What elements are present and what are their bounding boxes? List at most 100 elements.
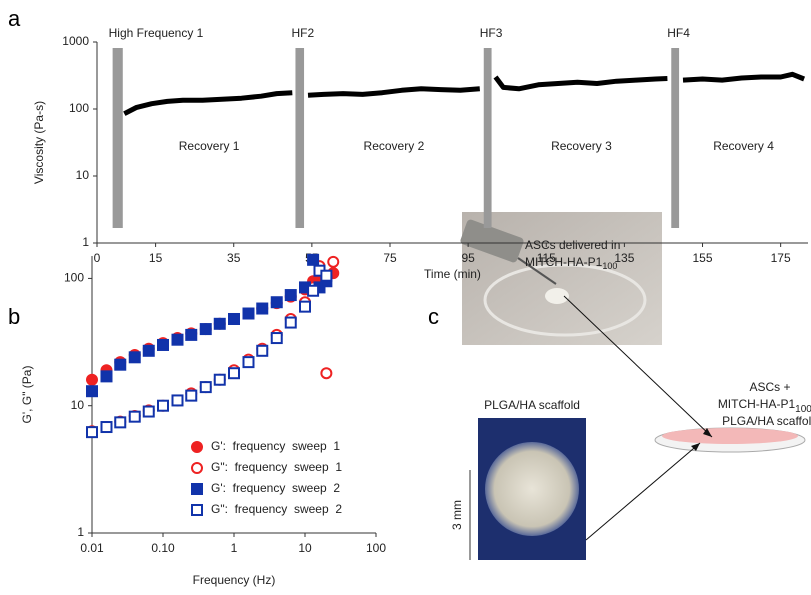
marker [270,296,283,309]
scaffold-caption: PLGA/HA scaffold [484,398,580,412]
legend-marker [191,504,203,516]
marker [128,410,141,423]
x-tick-label: 0.01 [80,541,104,555]
marker [242,307,255,320]
legend-marker [191,441,203,453]
marker [114,416,127,429]
caption-text: MITCH-HA-P1 [718,397,796,411]
y-tick-label: 10 [76,168,90,182]
marker [185,328,198,341]
legend-label: G": frequency sweep 2 [211,502,342,516]
arrow [563,295,713,438]
panel-label: a [8,6,21,31]
marker [213,317,226,330]
marker [307,253,320,266]
x-tick-label: 35 [227,251,241,265]
marker [171,394,184,407]
x-tick-label: 100 [366,541,386,555]
x-tick-label: 115 [537,251,556,265]
legend-marker [191,483,203,495]
marker [320,367,333,380]
syringe [460,219,524,263]
caption-text: PLGA/HA scaffold [722,414,811,428]
y-tick-label: 1 [82,235,89,249]
x-tick-label: 155 [693,251,713,265]
legend-label: G': frequency sweep 2 [211,481,340,495]
needle [517,257,557,285]
scaffold [485,442,579,536]
marker [228,367,240,380]
marker [86,385,98,398]
y-axis-label: G', G" (Pa) [20,366,34,424]
marker [299,300,311,313]
y-tick-label: 1 [77,525,84,539]
band-label: HF2 [291,26,314,40]
band-label: High Frequency 1 [109,26,204,40]
x-axis-label: Frequency (Hz) [193,573,276,587]
marker [142,344,155,357]
construct [662,428,798,444]
marker [185,389,198,402]
marker [270,332,283,345]
marker [256,302,269,315]
marker [114,358,127,371]
caption-subscript: 100 [795,404,811,415]
marker [327,255,340,268]
marker [128,351,141,364]
band-label: HF3 [480,26,503,40]
x-tick-label: 135 [614,251,634,265]
caption-text: ASCs delivered in [525,238,620,252]
arrow [585,442,701,541]
x-axis-label: Time (min) [424,267,481,281]
caption-text: MITCH-HA-P1 [525,255,603,269]
arrowhead [703,428,712,437]
marker [100,370,113,383]
recovery-label: Recovery 1 [179,139,240,153]
marker [307,284,320,297]
frequency-band [112,48,123,228]
marker [86,426,98,439]
x-tick-label: 0 [94,251,101,265]
caption: ASCs + [749,380,790,394]
legend-marker [191,462,203,474]
frequency-band [671,48,680,228]
legend-label: G': frequency sweep 1 [211,439,340,453]
x-tick-label: 75 [383,251,397,265]
gel-drop [545,288,569,304]
panel-c [460,212,806,560]
marker [199,381,212,394]
x-tick-label: 1 [231,541,238,555]
frequency-band [483,48,492,228]
y-axis-label: Viscosity (Pa-s) [32,101,46,184]
marker [86,373,98,386]
x-tick-label: 0.10 [151,541,175,555]
band-label: HF4 [667,26,690,40]
marker [228,312,240,325]
marker [157,399,169,412]
x-tick-label: 10 [298,541,312,555]
caption: MITCH-HA-P1100 [525,255,617,271]
caption: ASCs delivered in [525,238,620,252]
marker [242,356,255,369]
recovery-label: Recovery 2 [364,139,425,153]
marker [157,338,169,351]
marker [171,333,184,346]
y-tick-label: 100 [69,101,89,115]
caption-text: ASCs + [749,380,790,394]
legend-label: G": frequency sweep 1 [211,460,342,474]
frequency-band [295,48,305,228]
marker [100,421,113,434]
scale-label: 3 mm [450,500,464,530]
y-tick-label: 100 [64,271,84,285]
marker [142,405,155,418]
recovery-label: Recovery 4 [713,139,774,153]
marker [284,316,297,329]
y-tick-label: 10 [71,398,85,412]
marker [256,344,269,357]
caption: PLGA/HA scaffold [722,414,811,428]
marker [213,373,226,386]
dish-rim [483,263,647,337]
marker [199,323,212,336]
recovery-label: Recovery 3 [551,139,612,153]
